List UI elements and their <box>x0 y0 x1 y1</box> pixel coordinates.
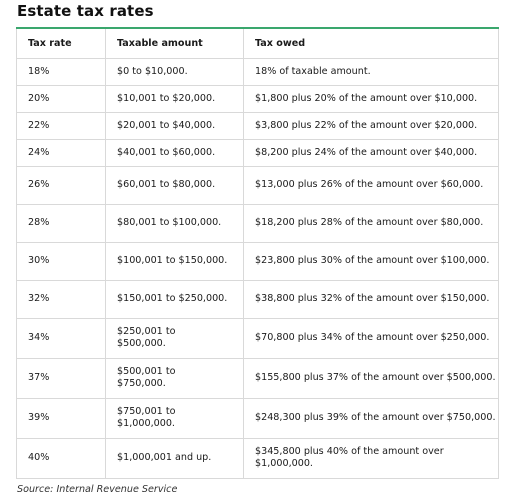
tax-owed-cell: $1,800 plus 20% of the amount over $10,0… <box>243 85 499 113</box>
column-header-tax-owed: Tax owed <box>243 27 499 59</box>
tax-rate-cell: 30% <box>16 242 106 281</box>
taxable-amount-cell: $0 to $10,000. <box>105 58 244 86</box>
tax-owed-cell: $38,800 plus 32% of the amount over $150… <box>243 280 499 319</box>
tax-rate-cell: 37% <box>16 358 106 399</box>
table-row: 18% $0 to $10,000. 18% of taxable amount… <box>16 58 499 86</box>
taxable-amount-cell: $10,001 to $20,000. <box>105 85 244 113</box>
page-title: Estate tax rates <box>17 2 154 20</box>
taxable-amount-cell: $500,001 to $750,000. <box>105 358 244 399</box>
tax-owed-cell: $18,200 plus 28% of the amount over $80,… <box>243 204 499 243</box>
table-row: 39% $750,001 to $1,000,000. $248,300 plu… <box>16 398 499 439</box>
table-row: 24% $40,001 to $60,000. $8,200 plus 24% … <box>16 139 499 167</box>
tax-owed-cell: $248,300 plus 39% of the amount over $75… <box>243 398 499 439</box>
table-row: 40% $1,000,001 and up. $345,800 plus 40%… <box>16 438 499 479</box>
taxable-amount-cell: $40,001 to $60,000. <box>105 139 244 167</box>
tax-rate-cell: 18% <box>16 58 106 86</box>
table-row: 26% $60,001 to $80,000. $13,000 plus 26%… <box>16 166 499 205</box>
taxable-amount-cell: $100,001 to $150,000. <box>105 242 244 281</box>
estate-tax-table: Tax rate Taxable amount Tax owed 18% $0 … <box>16 27 499 479</box>
tax-rate-cell: 39% <box>16 398 106 439</box>
taxable-amount-cell: $1,000,001 and up. <box>105 438 244 479</box>
table-row: 20% $10,001 to $20,000. $1,800 plus 20% … <box>16 85 499 113</box>
table-row: 32% $150,001 to $250,000. $38,800 plus 3… <box>16 280 499 319</box>
taxable-amount-cell: $60,001 to $80,000. <box>105 166 244 205</box>
tax-rate-cell: 24% <box>16 139 106 167</box>
tax-owed-cell: $23,800 plus 30% of the amount over $100… <box>243 242 499 281</box>
tax-rate-cell: 22% <box>16 112 106 140</box>
tax-rate-cell: 26% <box>16 166 106 205</box>
taxable-amount-cell: $20,001 to $40,000. <box>105 112 244 140</box>
tax-rate-cell: 34% <box>16 318 106 359</box>
tax-owed-cell: $3,800 plus 22% of the amount over $20,0… <box>243 112 499 140</box>
column-header-tax-rate: Tax rate <box>16 27 106 59</box>
tax-rate-cell: 32% <box>16 280 106 319</box>
taxable-amount-cell: $150,001 to $250,000. <box>105 280 244 319</box>
column-header-taxable-amount: Taxable amount <box>105 27 244 59</box>
tax-owed-cell: $345,800 plus 40% of the amount over $1,… <box>243 438 499 479</box>
tax-rate-cell: 20% <box>16 85 106 113</box>
tax-owed-cell: $13,000 plus 26% of the amount over $60,… <box>243 166 499 205</box>
table-row: 37% $500,001 to $750,000. $155,800 plus … <box>16 358 499 399</box>
tax-owed-cell: $155,800 plus 37% of the amount over $50… <box>243 358 499 399</box>
tax-rate-cell: 28% <box>16 204 106 243</box>
tax-owed-cell: $8,200 plus 24% of the amount over $40,0… <box>243 139 499 167</box>
taxable-amount-cell: $80,001 to $100,000. <box>105 204 244 243</box>
table-row: 34% $250,001 to $500,000. $70,800 plus 3… <box>16 318 499 359</box>
taxable-amount-cell: $750,001 to $1,000,000. <box>105 398 244 439</box>
tax-owed-cell: 18% of taxable amount. <box>243 58 499 86</box>
tax-owed-cell: $70,800 plus 34% of the amount over $250… <box>243 318 499 359</box>
tax-rate-cell: 40% <box>16 438 106 479</box>
table-row: 28% $80,001 to $100,000. $18,200 plus 28… <box>16 204 499 243</box>
source-note: Source: Internal Revenue Service <box>17 484 178 495</box>
taxable-amount-cell: $250,001 to $500,000. <box>105 318 244 359</box>
table-row: 22% $20,001 to $40,000. $3,800 plus 22% … <box>16 112 499 140</box>
table-row: 30% $100,001 to $150,000. $23,800 plus 3… <box>16 242 499 281</box>
table-header-row: Tax rate Taxable amount Tax owed <box>16 27 499 59</box>
